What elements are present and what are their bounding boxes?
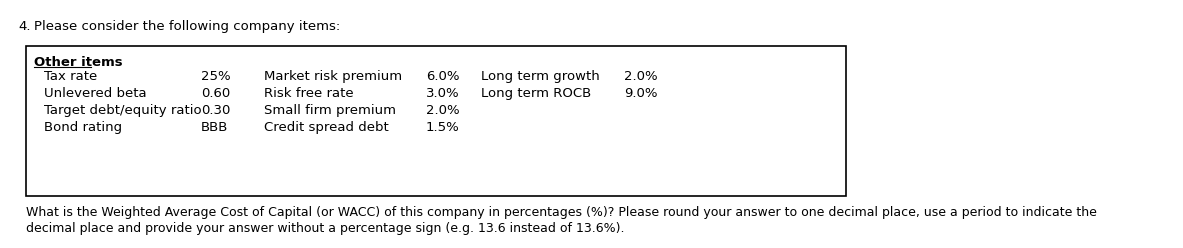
- Text: Market risk premium: Market risk premium: [264, 70, 402, 83]
- Text: Bond rating: Bond rating: [44, 121, 122, 134]
- Text: 6.0%: 6.0%: [426, 70, 459, 83]
- Text: 0.60: 0.60: [201, 87, 231, 100]
- Text: Long term ROCB: Long term ROCB: [481, 87, 592, 100]
- Text: Tax rate: Tax rate: [44, 70, 97, 83]
- Text: decimal place and provide your answer without a percentage sign (e.g. 13.6 inste: decimal place and provide your answer wi…: [26, 222, 625, 235]
- Text: Other items: Other items: [34, 56, 123, 69]
- Text: 2.0%: 2.0%: [623, 70, 658, 83]
- Text: Risk free rate: Risk free rate: [264, 87, 354, 100]
- Text: 3.0%: 3.0%: [426, 87, 460, 100]
- Text: 0.30: 0.30: [201, 104, 231, 117]
- Text: Long term growth: Long term growth: [481, 70, 600, 83]
- Text: Please consider the following company items:: Please consider the following company it…: [34, 20, 341, 33]
- Text: What is the Weighted Average Cost of Capital (or WACC) of this company in percen: What is the Weighted Average Cost of Cap…: [26, 206, 1097, 219]
- Text: 9.0%: 9.0%: [623, 87, 658, 100]
- Text: BBB: BBB: [201, 121, 228, 134]
- Text: 25%: 25%: [201, 70, 231, 83]
- Text: Credit spread debt: Credit spread debt: [264, 121, 389, 134]
- Text: Small firm premium: Small firm premium: [264, 104, 396, 117]
- Text: 4.: 4.: [18, 20, 31, 33]
- FancyBboxPatch shape: [26, 46, 846, 196]
- Text: Target debt/equity ratio: Target debt/equity ratio: [44, 104, 201, 117]
- Text: 2.0%: 2.0%: [426, 104, 460, 117]
- Text: Unlevered beta: Unlevered beta: [44, 87, 147, 100]
- Text: 1.5%: 1.5%: [426, 121, 460, 134]
